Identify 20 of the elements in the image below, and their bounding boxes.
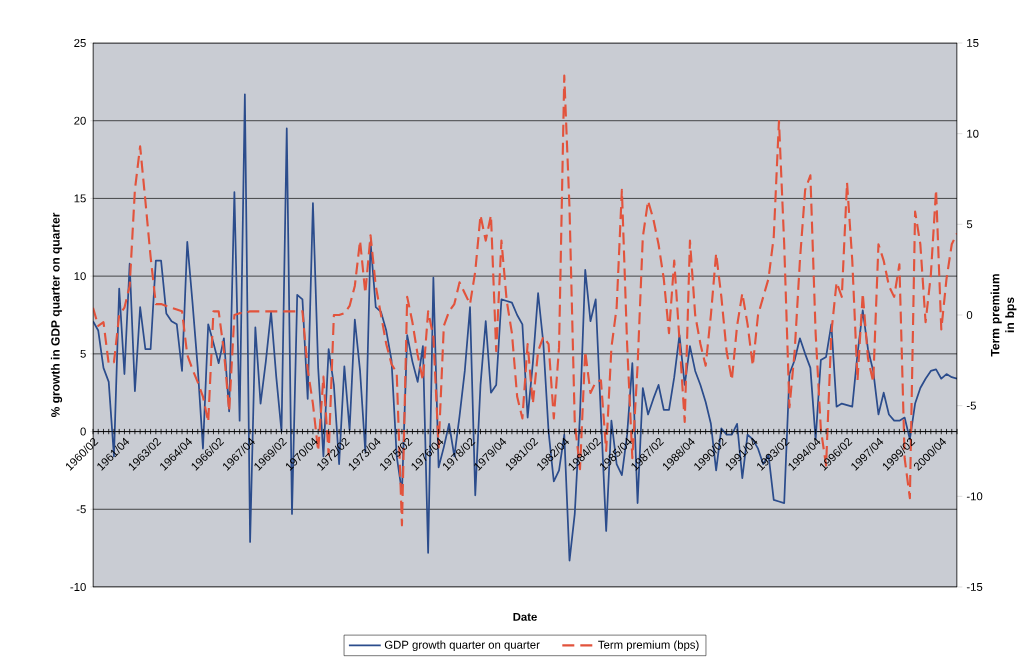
y2-tick-label: 5 xyxy=(966,220,973,229)
y-tick-label: 0 xyxy=(80,427,86,436)
y-axis-title: % growth in GDP quarter on quarter xyxy=(50,212,63,418)
y-tick-label: 20 xyxy=(74,116,86,125)
y-tick-label: 25 xyxy=(74,38,86,47)
legend-label: Term premium (bps) xyxy=(598,640,699,652)
y-tick-label: 10 xyxy=(74,272,86,281)
x-axis-title: Date xyxy=(513,612,537,621)
y2-tick-label: -15 xyxy=(966,583,983,591)
legend-label: GDP growth quarter on quarter xyxy=(384,640,540,652)
y-tick-label: -10 xyxy=(70,582,86,591)
y2-tick-label: -10 xyxy=(966,492,983,501)
y2-tick-label: -5 xyxy=(966,401,976,410)
y2-axis-title: Term premium in bps xyxy=(990,274,1017,357)
y2-tick-label: 15 xyxy=(967,39,979,47)
y-tick-label: -5 xyxy=(76,505,86,514)
y2-tick-label: 0 xyxy=(966,310,973,319)
y-tick-label: 15 xyxy=(74,194,86,203)
y-tick-label: 5 xyxy=(80,349,86,358)
y2-tick-label: 10 xyxy=(967,129,979,138)
